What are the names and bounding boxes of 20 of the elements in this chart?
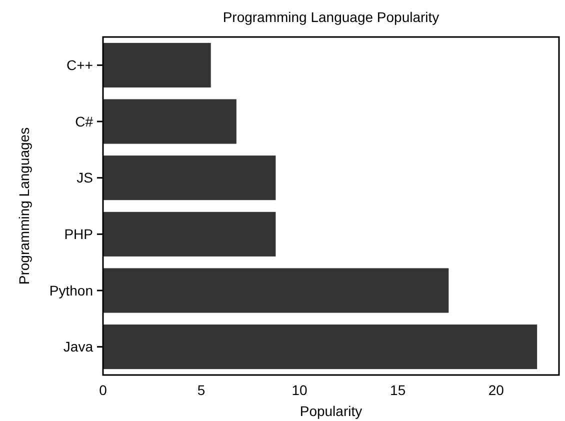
bar (102, 268, 450, 314)
bar (102, 98, 237, 144)
y-axis-title: Programming Languages (16, 127, 32, 285)
y-tick-label: C# (75, 113, 94, 130)
x-tick-label: 5 (197, 382, 206, 398)
bar (102, 42, 212, 88)
y-tick-label: Java (63, 338, 94, 355)
bar (102, 155, 276, 201)
x-axis-title: Popularity (300, 403, 362, 419)
x-tick-label: 15 (390, 382, 406, 398)
x-tick-label: 0 (99, 382, 108, 398)
y-tick-label: JS (76, 170, 93, 186)
y-tick-label: Python (49, 282, 93, 298)
y-tick-label: C++ (66, 57, 93, 74)
y-tick-label: PHP (64, 226, 93, 242)
chart-title: Programming Language Popularity (222, 9, 440, 25)
x-tick-label: 10 (292, 382, 308, 398)
bar (102, 211, 276, 257)
bar (102, 324, 538, 370)
x-tick-label: 20 (488, 382, 504, 398)
